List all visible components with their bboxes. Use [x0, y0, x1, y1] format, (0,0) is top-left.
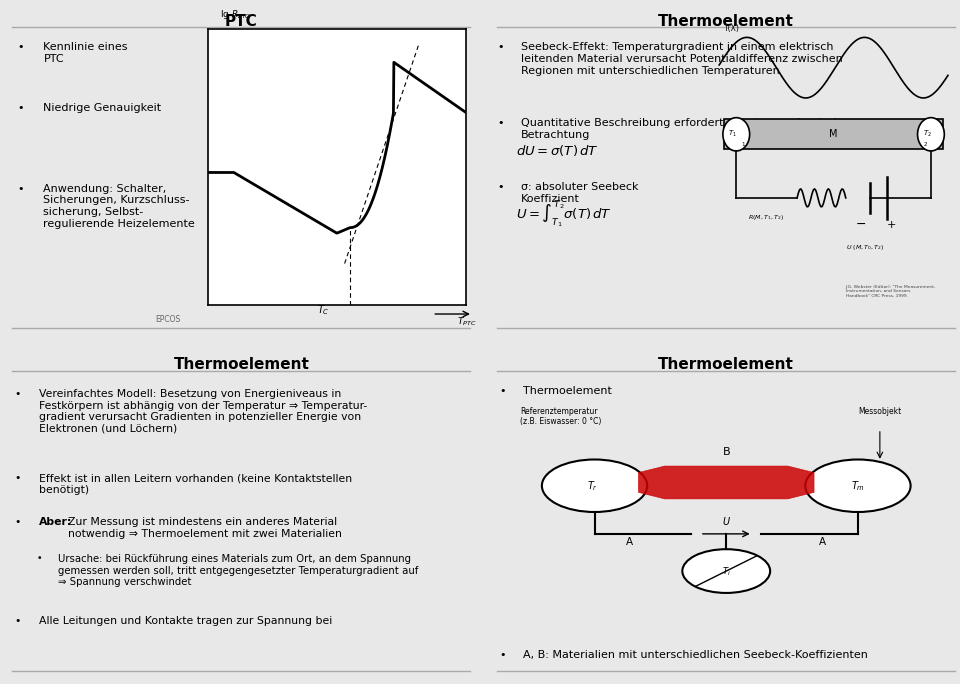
Text: $T_{PTC}$: $T_{PTC}$ — [457, 316, 477, 328]
Text: Thermoelement: Thermoelement — [659, 14, 794, 29]
Text: •: • — [497, 118, 504, 128]
Text: •: • — [14, 473, 21, 484]
Text: •: • — [499, 650, 506, 660]
Text: A, B: Materialien mit unterschiedlichen Seebeck-Koeffizienten: A, B: Materialien mit unterschiedlichen … — [523, 650, 869, 660]
Text: •: • — [17, 42, 24, 53]
Text: EPCOS: EPCOS — [156, 315, 180, 324]
Text: Seebeck-Effekt: Temperaturgradient in einem elektrisch
leitenden Material verurs: Seebeck-Effekt: Temperaturgradient in ei… — [521, 42, 843, 76]
Text: Thermoelement: Thermoelement — [523, 386, 612, 396]
Text: $dU = \sigma(T)\,dT$: $dU = \sigma(T)\,dT$ — [516, 143, 599, 158]
Text: •: • — [17, 184, 24, 194]
Text: Alle Leitungen und Kontakte tragen zur Spannung bei: Alle Leitungen und Kontakte tragen zur S… — [38, 616, 332, 627]
Text: •: • — [497, 42, 504, 53]
Text: Anwendung: Schalter,
Sicherungen, Kurzschluss-
sicherung, Selbst-
regulierende H: Anwendung: Schalter, Sicherungen, Kurzsc… — [43, 184, 195, 228]
Text: Ursache: bei Rückführung eines Materials zum Ort, an dem Spannung
gemessen werde: Ursache: bei Rückführung eines Materials… — [58, 554, 419, 588]
Text: Quantitative Beschreibung erfordert quantenmechanische
Betrachtung: Quantitative Beschreibung erfordert quan… — [521, 118, 848, 140]
Text: Thermoelement: Thermoelement — [659, 357, 794, 372]
Text: σ: absoluter Seebeck
Koeffizient: σ: absoluter Seebeck Koeffizient — [521, 182, 638, 204]
Text: Aber:: Aber: — [38, 517, 72, 527]
Text: •: • — [14, 616, 21, 627]
Text: •: • — [17, 103, 24, 113]
Text: PTC: PTC — [225, 14, 258, 29]
Text: •: • — [36, 554, 42, 563]
Text: Niedrige Genauigkeit: Niedrige Genauigkeit — [43, 103, 161, 113]
Text: Thermoelement: Thermoelement — [174, 357, 309, 372]
Text: Zur Messung ist mindestens ein anderes Material
notwendig ⇒ Thermoelement mit zw: Zur Messung ist mindestens ein anderes M… — [68, 517, 342, 538]
Text: $U = \int_{T_1}^{T_2} \sigma(T)\,dT$: $U = \int_{T_1}^{T_2} \sigma(T)\,dT$ — [516, 199, 612, 230]
Text: •: • — [497, 182, 504, 192]
Text: •: • — [14, 389, 21, 399]
Text: $T_C$: $T_C$ — [317, 303, 330, 317]
Text: •: • — [14, 517, 21, 527]
Text: Effekt ist in allen Leitern vorhanden (keine Kontaktstellen
benötigt): Effekt ist in allen Leitern vorhanden (k… — [38, 473, 351, 495]
Text: Vereinfachtes Modell: Besetzung von Energieniveaus in
Festkörpern ist abhängig v: Vereinfachtes Modell: Besetzung von Ener… — [38, 389, 367, 434]
Text: •: • — [499, 386, 506, 396]
Text: lg $R_{PTC}$: lg $R_{PTC}$ — [220, 8, 252, 21]
Text: Kennlinie eines
PTC: Kennlinie eines PTC — [43, 42, 128, 64]
